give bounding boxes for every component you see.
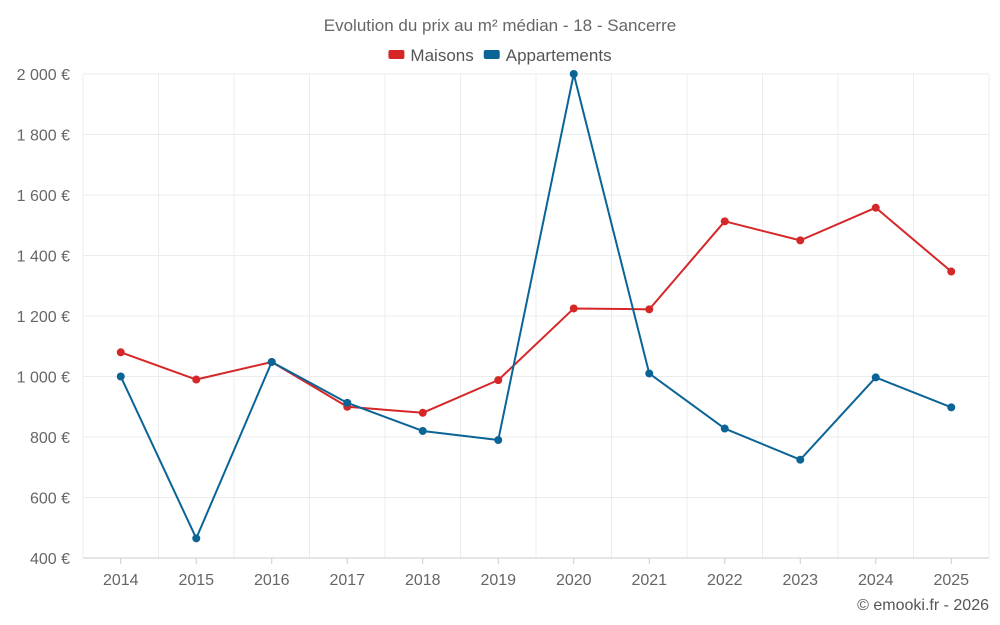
y-tick-label: 1 800 € [17, 128, 70, 145]
y-tick-label: 1 600 € [17, 188, 70, 205]
series-layer [116, 70, 956, 543]
y-tick-label: 800 € [30, 430, 70, 447]
data-point-maisons[interactable] [947, 267, 956, 276]
y-axis-labels: 400 € 600 € 800 € 1 000 € 1 200 € 1 400 € 1 60… [17, 67, 70, 568]
chart-title: Evolution du prix au m² médian - 18 - Sa… [324, 16, 676, 35]
x-tick-label: 2015 [178, 572, 214, 589]
y-tick-label: 1 200 € [17, 309, 70, 326]
series-line-maisons [120, 206, 952, 414]
x-tick-label: 2024 [858, 572, 894, 589]
data-point-maisons[interactable] [645, 305, 654, 314]
data-point-maisons[interactable] [720, 217, 729, 226]
legend-swatch-maisons [388, 50, 405, 59]
series-line-appartements [119, 73, 952, 540]
legend-label-appartements: Appartements [506, 46, 612, 65]
y-tick-label: 600 € [30, 491, 70, 508]
credit-text: © emooki.fr - 2026 [857, 597, 989, 614]
data-point-appartements[interactable] [720, 424, 729, 433]
legend[interactable]: Maisons Appartements [388, 46, 612, 65]
data-point-maisons[interactable] [871, 203, 880, 212]
data-point-maisons[interactable] [796, 236, 805, 245]
x-tick-label: 2014 [103, 572, 139, 589]
data-point-appartements[interactable] [569, 70, 578, 78]
y-tick-label: 2 000 € [17, 67, 70, 84]
data-point-maisons[interactable] [192, 375, 201, 384]
legend-swatch-appartements [483, 50, 500, 59]
data-point-maisons[interactable] [494, 376, 503, 385]
y-tick-label: 1 400 € [17, 249, 70, 266]
data-point-appartements[interactable] [267, 357, 276, 366]
x-tick-label: 2017 [329, 572, 365, 589]
x-tick-label: 2022 [707, 572, 743, 589]
data-point-maisons[interactable] [569, 304, 578, 313]
x-tick-label: 2025 [933, 572, 969, 589]
data-point-appartements[interactable] [645, 369, 654, 378]
y-tick-label: 1 000 € [17, 370, 70, 387]
data-point-appartements[interactable] [418, 426, 427, 435]
legend-item-maisons[interactable]: Maisons [388, 46, 474, 65]
x-tick-label: 2018 [405, 572, 441, 589]
x-axis-labels: 2014 2015 2016 2017 2018 2019 2020 2021 2022 2023… [103, 558, 969, 589]
x-tick-label: 2023 [782, 572, 818, 589]
data-point-appartements[interactable] [796, 455, 805, 464]
data-point-maisons[interactable] [418, 408, 427, 417]
y-tick-label: 400 € [30, 551, 70, 568]
x-tick-label: 2016 [254, 572, 290, 589]
data-point-appartements[interactable] [947, 403, 956, 412]
data-point-appartements[interactable] [871, 373, 880, 382]
x-tick-label: 2021 [631, 572, 667, 589]
data-point-appartements[interactable] [116, 372, 125, 381]
data-point-maisons[interactable] [116, 348, 125, 357]
data-point-appartements[interactable] [343, 398, 352, 407]
data-point-appartements[interactable] [192, 534, 201, 543]
legend-label-maisons: Maisons [410, 46, 473, 65]
series-appartements [116, 70, 956, 543]
legend-item-appartements[interactable]: Appartements [483, 46, 612, 65]
data-point-appartements[interactable] [494, 436, 503, 445]
x-tick-label: 2020 [556, 572, 592, 589]
x-tick-label: 2019 [480, 572, 516, 589]
